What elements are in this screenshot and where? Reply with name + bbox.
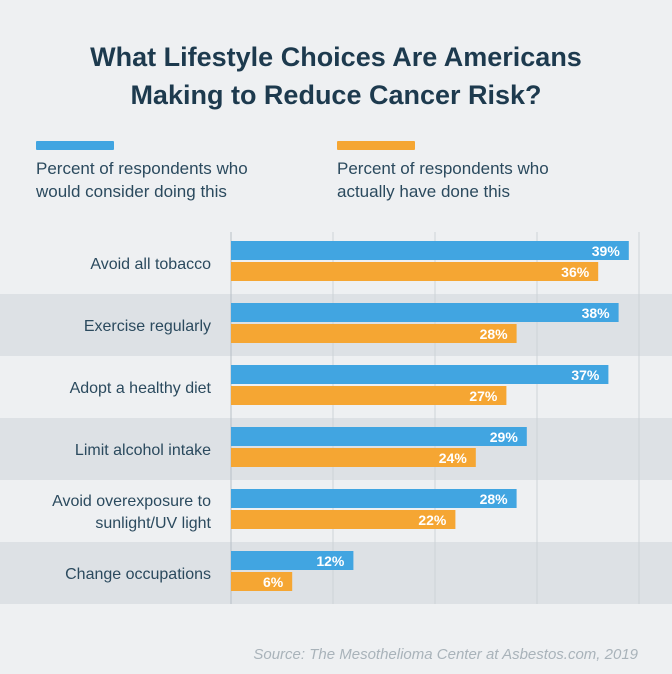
legend-label-done-line-1: Percent of respondents who xyxy=(337,159,549,178)
legend-swatch-done xyxy=(337,141,415,150)
bar-done xyxy=(231,572,293,591)
bar-consider xyxy=(231,489,517,508)
bar-consider xyxy=(231,241,629,260)
category-label: Change occupations xyxy=(65,566,211,583)
category-label-line: Avoid all tobacco xyxy=(90,256,211,273)
data-label-consider: 37% xyxy=(571,367,600,383)
data-label-consider: 29% xyxy=(490,429,519,445)
category-label-line: sunlight/UV light xyxy=(95,515,211,532)
category-label: Avoid overexposure to sunlight/UV light xyxy=(52,493,211,532)
chart-title: What Lifestyle Choices Are Americans Mak… xyxy=(0,38,672,114)
data-label-consider: 28% xyxy=(480,491,509,507)
bar-done xyxy=(231,386,507,405)
category-label-line: Avoid overexposure to xyxy=(52,493,211,510)
legend-label-done: Percent of respondents who actually have… xyxy=(337,157,549,203)
bar-done xyxy=(231,262,599,281)
data-label-done: 28% xyxy=(480,326,509,342)
data-label-done: 27% xyxy=(469,388,498,404)
category-label-line: Adopt a healthy diet xyxy=(70,380,212,397)
legend-swatch-consider xyxy=(36,141,114,150)
legend-label-done-line-2: actually have done this xyxy=(337,182,510,201)
data-label-done: 24% xyxy=(439,450,468,466)
bar-consider xyxy=(231,303,619,322)
bar-done xyxy=(231,324,517,343)
data-label-done: 6% xyxy=(263,574,284,590)
legend-label-consider: Percent of respondents who would conside… xyxy=(36,157,248,203)
category-label: Limit alcohol intake xyxy=(75,442,211,459)
category-label-line: Limit alcohol intake xyxy=(75,442,211,459)
source-note: Source: The Mesothelioma Center at Asbes… xyxy=(253,646,638,663)
category-label-line: Exercise regularly xyxy=(84,318,211,335)
bar-done xyxy=(231,510,456,529)
category-label: Avoid all tobacco xyxy=(90,256,211,273)
bar-consider xyxy=(231,427,527,446)
chart-title-line-2: Making to Reduce Cancer Risk? xyxy=(130,80,542,110)
data-label-done: 22% xyxy=(418,512,447,528)
category-label-line: Change occupations xyxy=(65,566,211,583)
bar-consider xyxy=(231,365,609,384)
category-label: Adopt a healthy diet xyxy=(70,380,212,397)
data-label-done: 36% xyxy=(561,264,590,280)
legend-label-consider-line-1: Percent of respondents who xyxy=(36,159,248,178)
bar-consider xyxy=(231,551,354,570)
chart-title-line-1: What Lifestyle Choices Are Americans xyxy=(90,42,582,72)
bar-done xyxy=(231,448,476,467)
legend-label-consider-line-2: would consider doing this xyxy=(36,182,227,201)
data-label-consider: 39% xyxy=(592,243,621,259)
data-label-consider: 38% xyxy=(582,305,611,321)
category-label: Exercise regularly xyxy=(84,318,211,335)
data-label-consider: 12% xyxy=(316,553,345,569)
